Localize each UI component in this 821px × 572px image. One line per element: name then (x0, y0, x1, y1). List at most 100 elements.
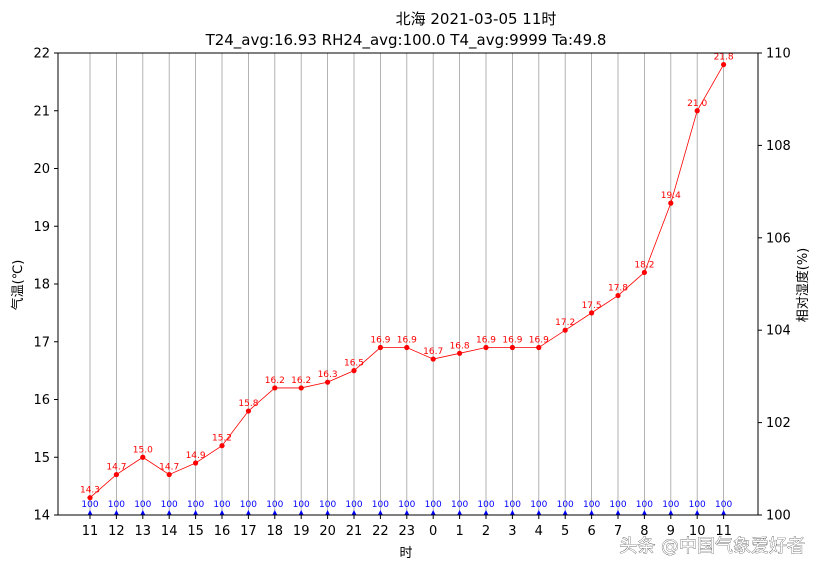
temperature-point (562, 327, 568, 333)
temperature-point (113, 471, 119, 478)
humidity-value-label: 100 (609, 500, 626, 510)
temperature-value-label: 17.2 (555, 318, 575, 328)
chart-title: 北海 2021-03-05 11时 (396, 10, 557, 28)
temperature-point (298, 385, 304, 391)
humidity-value-label: 100 (108, 500, 125, 510)
temperature-point (457, 350, 463, 356)
x-tick-label: 17 (240, 524, 257, 539)
humidity-value-label: 100 (372, 500, 389, 510)
x-tick-label: 11 (715, 524, 732, 539)
temperature-point (641, 269, 648, 276)
temperature-point (668, 200, 674, 206)
y-tick-label: 21 (33, 104, 50, 119)
humidity-marker (272, 510, 278, 515)
humidity-marker (430, 510, 436, 515)
y2-axis-ticks: 100 102 104 106 108 110 (758, 47, 791, 524)
y-axis-ticks: 14 15 16 17 18 19 20 21 22 (33, 47, 58, 524)
x-tick-label: 4 (535, 524, 543, 539)
humidity-marker (193, 510, 199, 515)
humidity-marker (377, 510, 383, 515)
temperature-value-label: 16.9 (476, 336, 496, 346)
x-tick-label: 13 (135, 524, 152, 539)
x-tick-label: 14 (161, 524, 178, 539)
y-tick-label: 18 (33, 278, 50, 293)
temperature-series: 14.3 14.7 15.0 14.7 14.9 15.2 15.8 16.2 16.2 16.3… (80, 53, 734, 501)
y-tick-label: 16 (33, 393, 50, 408)
humidity-marker (562, 510, 568, 515)
temperature-point (272, 385, 278, 391)
x-tick-label: 1 (455, 524, 463, 539)
humidity-value-label: 100 (557, 500, 574, 510)
humidity-value-label: 100 (345, 500, 362, 510)
y-tick-label: 14 (33, 509, 50, 524)
temperature-value-label: 16.9 (370, 336, 390, 346)
humidity-marker (641, 510, 647, 515)
humidity-marker (166, 510, 172, 515)
y2-tick-label: 108 (766, 139, 791, 154)
x-tick-label: 21 (346, 524, 363, 539)
y2-tick-label: 110 (766, 47, 791, 62)
humidity-value-label: 100 (398, 500, 415, 510)
gridlines (89, 53, 724, 515)
x-tick-label: 15 (187, 524, 204, 539)
x-tick-label: 19 (293, 524, 310, 539)
humidity-marker (325, 510, 331, 515)
x-tick-label: 3 (508, 524, 516, 539)
temperature-point (404, 344, 410, 351)
temperature-value-label: 17.5 (582, 301, 602, 311)
temperature-value-label: 16.2 (291, 376, 311, 386)
humidity-series: 100 100 100 100 100 100 100 100 100 100 100 100 100 1… (81, 500, 732, 516)
x-tick-label: 8 (640, 524, 648, 539)
humidity-value-label: 100 (266, 500, 283, 510)
x-tick-label: 20 (319, 524, 336, 539)
temperature-point (140, 454, 146, 460)
temperature-value-label: 18.2 (634, 260, 654, 270)
x-axis-label: 时 (399, 546, 412, 561)
humidity-value-label: 100 (715, 500, 732, 510)
temperature-value-label: 16.9 (529, 336, 549, 346)
humidity-marker (483, 510, 489, 515)
x-tick-label: 11 (82, 524, 99, 539)
y-tick-label: 15 (33, 451, 50, 466)
humidity-marker (404, 510, 410, 515)
temperature-point (87, 495, 93, 501)
y2-axis-label: 相对湿度(%) (795, 248, 811, 323)
x-tick-label: 6 (587, 524, 595, 539)
y-tick-label: 19 (33, 220, 50, 235)
x-tick-label: 5 (561, 524, 569, 539)
x-tick-label: 12 (108, 524, 125, 539)
x-tick-label: 18 (267, 524, 284, 539)
humidity-value-label: 100 (161, 500, 178, 510)
temperature-point (536, 344, 542, 351)
temperature-value-label: 14.9 (186, 451, 206, 461)
humidity-marker (351, 510, 357, 515)
temperature-value-label: 17.8 (608, 284, 628, 294)
temperature-value-label: 16.2 (265, 376, 285, 386)
humidity-marker (140, 510, 146, 515)
temperature-point (721, 61, 727, 68)
x-tick-label: 0 (429, 524, 437, 539)
humidity-value-label: 100 (477, 500, 494, 510)
humidity-value-label: 100 (240, 500, 257, 510)
y-axis-label: 气温(℃) (10, 260, 26, 311)
humidity-marker (668, 510, 674, 515)
x-tick-label: 23 (399, 524, 416, 539)
temperature-point (219, 443, 225, 449)
humidity-value-label: 100 (293, 500, 310, 510)
temperature-value-label: 14.7 (159, 463, 179, 473)
humidity-value-label: 100 (187, 500, 204, 510)
y-tick-label: 17 (33, 335, 50, 350)
temperature-value-label: 16.9 (502, 336, 522, 346)
humidity-value-label: 100 (583, 500, 600, 510)
temperature-value-label: 14.3 (80, 486, 100, 496)
humidity-value-label: 100 (451, 500, 468, 510)
plot-frame (57, 52, 759, 516)
humidity-value-label: 100 (213, 500, 230, 510)
humidity-marker (615, 510, 621, 515)
y2-tick-label: 100 (766, 509, 791, 524)
temperature-value-label: 16.7 (423, 347, 443, 357)
humidity-marker (589, 510, 595, 515)
temperature-value-label: 15.8 (238, 399, 258, 409)
temperature-point (377, 344, 383, 351)
x-tick-label: 2 (482, 524, 490, 539)
